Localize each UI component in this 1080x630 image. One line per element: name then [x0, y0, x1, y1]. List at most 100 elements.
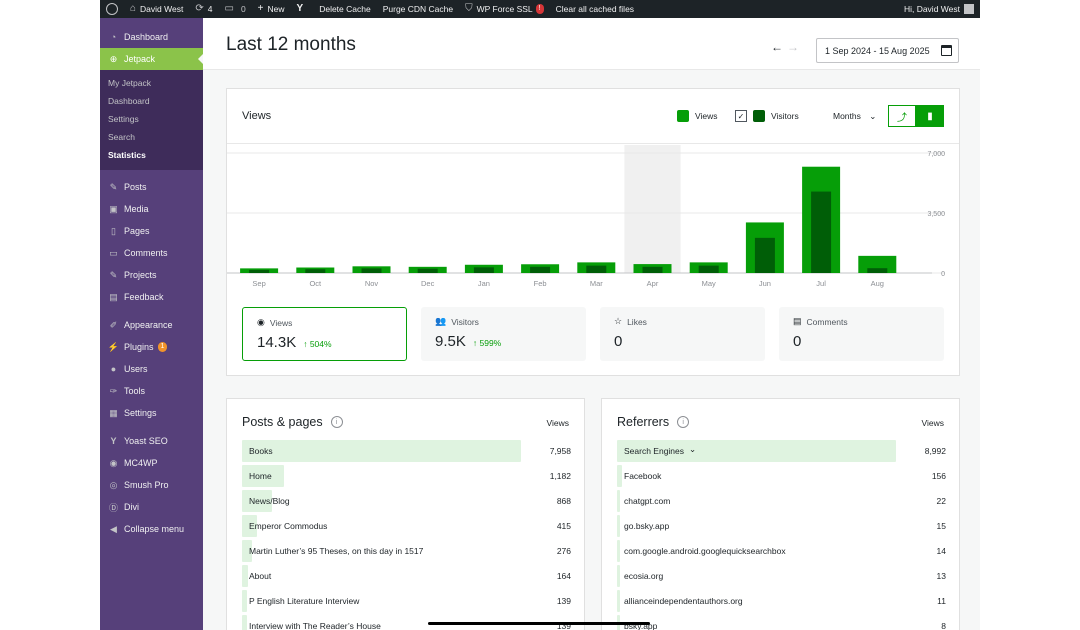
stat-tile-views[interactable]: ◉ Views 14.3K ↑ 504%: [242, 307, 407, 361]
plus-icon: +: [257, 3, 264, 14]
sidebar-label: Pages: [124, 226, 150, 236]
date-range-picker[interactable]: 1 Sep 2024 - 15 Aug 2025: [816, 38, 959, 63]
list-item[interactable]: Interview with The Reader’s House 139: [242, 614, 571, 630]
list-item[interactable]: Books 7,958: [242, 439, 571, 464]
info-icon[interactable]: i: [330, 416, 343, 428]
sidebar-label: Dashboard: [124, 32, 169, 42]
list-item[interactable]: chatgpt.com 22: [617, 489, 946, 514]
updates-icon: ⟳: [195, 3, 204, 14]
sidebar-item-projects[interactable]: ✎ Projects: [100, 264, 203, 286]
row-value: 15: [936, 521, 946, 531]
period-select[interactable]: Months ⌄: [833, 111, 876, 122]
list-item[interactable]: Search Engines ⌄ 8,992: [617, 439, 946, 464]
yoast-menu[interactable]: Y: [291, 0, 314, 18]
card-title: Posts & pages: [242, 415, 323, 429]
sidebar-item-appearance[interactable]: ✐ Appearance: [100, 314, 203, 336]
wp-logo-menu[interactable]: [100, 0, 124, 18]
list-item[interactable]: Emperor Commodus 415: [242, 514, 571, 539]
stat-tile-visitors[interactable]: 👥 Visitors 9.5K ↑ 599%: [421, 307, 586, 361]
comments-menu[interactable]: ▭ 0: [218, 0, 251, 18]
delete-cache-button[interactable]: Delete Cache: [313, 0, 377, 18]
bar-visitors[interactable]: [698, 265, 719, 273]
list-item[interactable]: allianceindependentauthors.org 11: [617, 589, 946, 614]
list-item[interactable]: News/Blog 868: [242, 489, 571, 514]
bar-visitors[interactable]: [361, 268, 382, 273]
sidebar-item-dashboard[interactable]: ◔ Dashboard: [100, 26, 203, 48]
list-item[interactable]: About 164: [242, 564, 571, 589]
bar-visitors[interactable]: [473, 267, 494, 273]
column-header: Views: [546, 418, 569, 428]
stat-label: Comments: [806, 316, 848, 327]
sidebar-item-tools[interactable]: ✑ Tools: [100, 380, 203, 402]
bar-visitors[interactable]: [642, 266, 663, 273]
list-item[interactable]: com.google.android.googlequicksearchbox 1…: [617, 539, 946, 564]
row-value: 14: [936, 546, 946, 556]
submenu-dashboard[interactable]: Dashboard: [108, 96, 150, 106]
chevron-down-icon: ⌄: [869, 111, 877, 121]
sidebar-label: Settings: [124, 408, 157, 418]
column-header: Views: [921, 418, 944, 428]
bar-visitors[interactable]: [417, 268, 438, 273]
bar-visitors[interactable]: [867, 268, 888, 273]
sidebar-item-yoast[interactable]: Y Yoast SEO: [100, 430, 203, 452]
checkbox-icon[interactable]: ✓: [735, 110, 747, 122]
sidebar-item-comments[interactable]: ▭ Comments: [100, 242, 203, 264]
eye-icon: ◉: [257, 317, 265, 327]
sidebar-item-users[interactable]: ● Users: [100, 358, 203, 380]
row-label: Home: [249, 471, 272, 481]
site-name-menu[interactable]: ⌂ David West: [124, 0, 189, 18]
bar-visitors[interactable]: [530, 266, 551, 273]
stat-label: Visitors: [451, 316, 479, 327]
sidebar-item-jetpack[interactable]: ⊕ Jetpack: [100, 48, 203, 70]
row-value: 11: [937, 596, 946, 606]
submenu-settings[interactable]: Settings: [108, 114, 139, 124]
list-item[interactable]: bsky.app 8: [617, 614, 946, 630]
x-tick-label: Oct: [309, 279, 322, 288]
sidebar-item-settings[interactable]: ▦ Settings: [100, 402, 203, 424]
my-account-menu[interactable]: Hi, David West: [898, 0, 980, 18]
bar-visitors[interactable]: [811, 191, 832, 273]
row-label: bsky.app: [624, 621, 658, 630]
new-content-menu[interactable]: + New: [252, 0, 291, 18]
bar-visitors[interactable]: [305, 269, 326, 273]
list-item[interactable]: ecosia.org 13: [617, 564, 946, 589]
bar-visitors[interactable]: [754, 237, 775, 273]
submenu-my-jetpack[interactable]: My Jetpack: [108, 78, 151, 88]
updates-menu[interactable]: ⟳ 4: [189, 0, 218, 18]
share-bar: [242, 440, 521, 462]
bar-chart-toggle[interactable]: ▮: [916, 105, 944, 127]
purge-cdn-button[interactable]: Purge CDN Cache: [377, 0, 459, 18]
collapse-menu-button[interactable]: ◀ Collapse menu: [100, 518, 203, 540]
previous-period-arrow-icon[interactable]: ←: [771, 40, 783, 54]
list-item[interactable]: Facebook 156: [617, 464, 946, 489]
list-item[interactable]: P English Literature Interview 139: [242, 589, 571, 614]
clear-cached-label: Clear all cached files: [555, 4, 635, 14]
sidebar-item-smush[interactable]: ◎ Smush Pro: [100, 474, 203, 496]
sidebar-item-mc4wp[interactable]: ◉ MC4WP: [100, 452, 203, 474]
bar-visitors[interactable]: [249, 269, 270, 273]
sidebar-item-plugins[interactable]: ⚡ Plugins 1: [100, 336, 203, 358]
list-item[interactable]: Martin Luther’s 95 Theses, on this day i…: [242, 539, 571, 564]
list-item[interactable]: Home 1,182: [242, 464, 571, 489]
stat-tile-likes[interactable]: ☆ Likes 0: [600, 307, 765, 361]
line-chart-toggle[interactable]: ⤴: [888, 105, 916, 127]
next-period-arrow-icon[interactable]: →: [787, 40, 799, 54]
row-label: Emperor Commodus: [249, 521, 328, 531]
submenu-search[interactable]: Search: [108, 132, 135, 142]
legend-visitors-toggle[interactable]: ✓ Visitors: [735, 110, 799, 122]
chevron-down-icon[interactable]: ⌄: [689, 444, 697, 454]
list-item[interactable]: go.bsky.app 15: [617, 514, 946, 539]
x-tick-label: Jan: [478, 279, 490, 288]
clear-cached-files-button[interactable]: Clear all cached files: [550, 0, 640, 18]
submenu-statistics[interactable]: Statistics: [108, 150, 146, 160]
force-ssl-menu[interactable]: ⛉ WP Force SSL!: [459, 0, 550, 18]
bar-visitors[interactable]: [586, 265, 607, 273]
stat-tile-comments[interactable]: ▤ Comments 0: [779, 307, 944, 361]
sidebar-item-posts[interactable]: ✎ Posts: [100, 176, 203, 198]
sidebar-item-divi[interactable]: Ⓓ Divi: [100, 496, 203, 518]
info-icon[interactable]: i: [677, 416, 690, 428]
sidebar-item-media[interactable]: ▣ Media: [100, 198, 203, 220]
sidebar-item-feedback[interactable]: ▤ Feedback: [100, 286, 203, 308]
sidebar-item-pages[interactable]: ▯ Pages: [100, 220, 203, 242]
yoast-icon: Y: [110, 436, 117, 446]
